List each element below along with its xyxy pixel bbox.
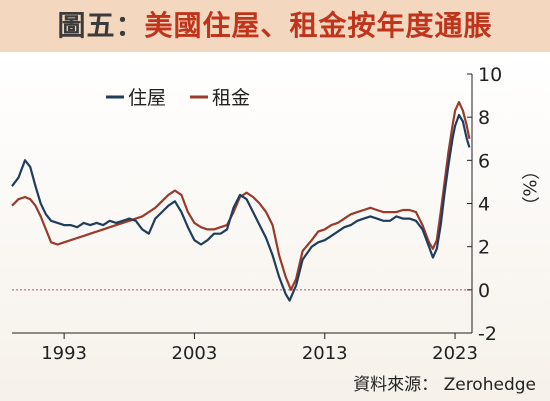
chart-title: 圖五：美國住屋、租金按年度通脹 (0, 0, 550, 52)
legend-label-rent: 租金 (212, 87, 250, 109)
title-main: 美國住屋、租金按年度通脹 (144, 9, 493, 42)
x-tick-label: 2023 (432, 343, 478, 364)
y-tick-label: 2 (478, 237, 490, 259)
legend-label-housing: 住屋 (128, 87, 166, 109)
y-tick-label: 0 (478, 280, 490, 302)
y-tick-label: -2 (478, 323, 497, 345)
title-banner (0, 0, 550, 52)
y-tick-label: 10 (478, 64, 502, 86)
x-tick-label: 1993 (41, 343, 87, 364)
y-tick-label: 8 (478, 107, 490, 129)
y-tick-label: 4 (478, 194, 490, 216)
y-tick-label: 6 (478, 150, 490, 172)
plot-background (0, 52, 550, 401)
x-tick-label: 2003 (172, 343, 218, 364)
series-line-housing (11, 113, 471, 302)
series-line-rent (11, 101, 471, 291)
source-note: 資料來源： Zerohedge (353, 375, 536, 395)
x-tick-label: 2013 (302, 343, 348, 364)
y-axis-unit: （%） (519, 161, 540, 214)
title-prefix: 圖五： (57, 9, 145, 42)
